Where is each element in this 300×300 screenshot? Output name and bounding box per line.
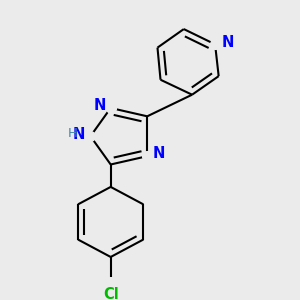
Text: N: N [73,127,86,142]
Text: Cl: Cl [103,286,118,300]
Text: N: N [222,35,234,50]
Text: N: N [152,146,165,161]
Text: N: N [93,98,106,113]
Text: H: H [68,127,77,140]
